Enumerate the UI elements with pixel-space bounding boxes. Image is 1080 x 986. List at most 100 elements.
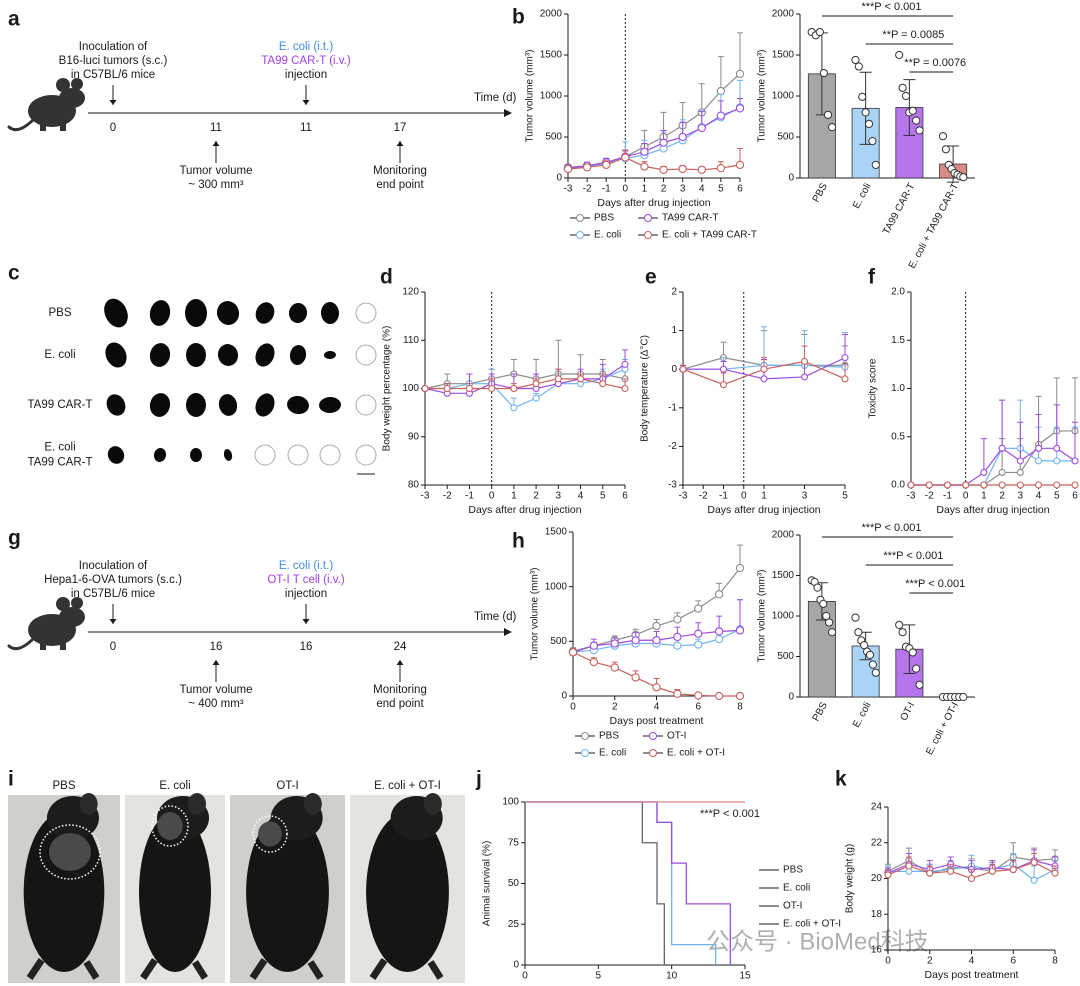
y-tick-label: 0: [671, 364, 677, 375]
data-point: [694, 691, 703, 700]
tumor: [153, 448, 167, 462]
data-point: [577, 375, 585, 383]
data-point: [912, 664, 921, 673]
tumor: [149, 343, 171, 367]
legend-marker: [644, 231, 652, 239]
mouse-ear: [188, 793, 206, 815]
data-point: [735, 626, 745, 635]
data-point: [1035, 444, 1043, 452]
day-label: 24: [394, 641, 407, 653]
data-point: [421, 384, 429, 393]
y-tick-label: 1000: [772, 91, 795, 102]
mouse-ear: [56, 597, 70, 611]
data-point: [694, 629, 703, 638]
x-tick-label: E. coli + TA99 CAR-T: [907, 181, 961, 270]
data-point: [631, 636, 640, 645]
y-tick-label: 1000: [540, 91, 563, 102]
data-point: [959, 692, 968, 702]
series-line: [567, 107, 741, 169]
data-point: [959, 173, 968, 182]
mouse-body: [139, 812, 211, 972]
arrow-head: [396, 141, 404, 146]
x-tick-label: 2: [612, 702, 618, 713]
tumor: [107, 446, 125, 464]
y-tick-label: 100: [402, 383, 419, 394]
y-tick-label: 0: [513, 960, 519, 971]
data-point: [967, 874, 976, 883]
y-tick-label: 500: [545, 132, 562, 143]
series-line: [424, 363, 626, 394]
data-point: [865, 650, 875, 659]
data-point: [582, 163, 592, 172]
x-tick-label: 2: [533, 491, 539, 502]
x-tick-label: TA99 CAR-T: [881, 181, 917, 236]
error-bar: [737, 32, 743, 74]
event-text: end point: [376, 179, 424, 191]
y-axis-title: Body weight percentage (%): [382, 326, 393, 452]
mouse-ear: [56, 78, 70, 92]
day-label: 0: [110, 641, 116, 653]
y-tick-label: 0: [556, 173, 562, 184]
arrow-head: [212, 141, 220, 146]
day-label: 16: [210, 641, 223, 653]
panel-label: d: [380, 266, 393, 289]
data-point: [988, 867, 996, 875]
data-point: [589, 641, 599, 650]
y-tick-label: 500: [777, 132, 794, 143]
mouse-tail: [7, 636, 36, 651]
panel-label: c: [8, 262, 20, 285]
x-axis-title: Days post treatment: [588, 984, 682, 986]
data-point: [443, 384, 451, 393]
error-bar: [842, 333, 848, 358]
significance-label: ***P < 0.001: [883, 550, 943, 562]
data-point: [800, 357, 809, 366]
legend-label: OT-I: [667, 731, 686, 742]
event-text: ~ 300 mm³: [188, 179, 243, 191]
data-point: [912, 116, 921, 125]
x-tick-label: 0: [522, 971, 528, 982]
data-point: [652, 621, 661, 631]
data-point: [895, 620, 904, 630]
tumor: [185, 393, 207, 417]
y-tick-label: 0.0: [891, 480, 905, 491]
tumor: [106, 394, 126, 416]
tumor: [185, 343, 207, 367]
y-tick-label: 1000: [772, 611, 795, 622]
event-text: ~ 400 mm³: [188, 698, 243, 710]
data-point: [1016, 457, 1024, 465]
x-tick-label: 0: [489, 491, 495, 502]
error-bar: [903, 79, 916, 136]
tumor: [255, 343, 275, 367]
event-text: Inoculation of: [79, 560, 148, 572]
series-line: [424, 373, 626, 390]
data-point: [714, 691, 724, 701]
legend-label: PBS: [783, 865, 803, 876]
data-point: [735, 104, 745, 113]
empty-well: [355, 444, 377, 466]
event-text: end point: [376, 698, 424, 710]
x-tick-label: 3: [680, 184, 686, 195]
x-tick-label: -1: [465, 491, 474, 502]
mouse-foot: [60, 123, 66, 131]
y-tick-label: 100: [502, 797, 519, 808]
y-tick-label: 500: [777, 651, 794, 662]
y-tick-label: 120: [402, 287, 419, 298]
y-tick-label: 2: [671, 287, 677, 298]
legend-label: E. coli + TA99 CAR-T: [662, 230, 757, 241]
x-tick-label: 3: [1018, 491, 1024, 502]
panel-label: a: [8, 8, 20, 31]
y-axis-title: Tumor volume (mm³): [530, 568, 541, 661]
data-point: [678, 164, 687, 174]
x-tick-label: -3: [564, 184, 573, 195]
data-point: [858, 92, 867, 101]
y-tick-label: 110: [403, 335, 419, 346]
panel-label: f: [868, 266, 876, 289]
error-bar: [555, 339, 562, 375]
legend-marker: [576, 231, 584, 239]
x-tick-label: 1: [642, 184, 648, 195]
x-tick-label: -2: [699, 491, 708, 502]
x-tick-label: 10: [666, 971, 678, 982]
tumor: [149, 393, 171, 417]
photo-label: E. coli: [159, 780, 190, 792]
y-tick-label: 80: [408, 480, 420, 491]
